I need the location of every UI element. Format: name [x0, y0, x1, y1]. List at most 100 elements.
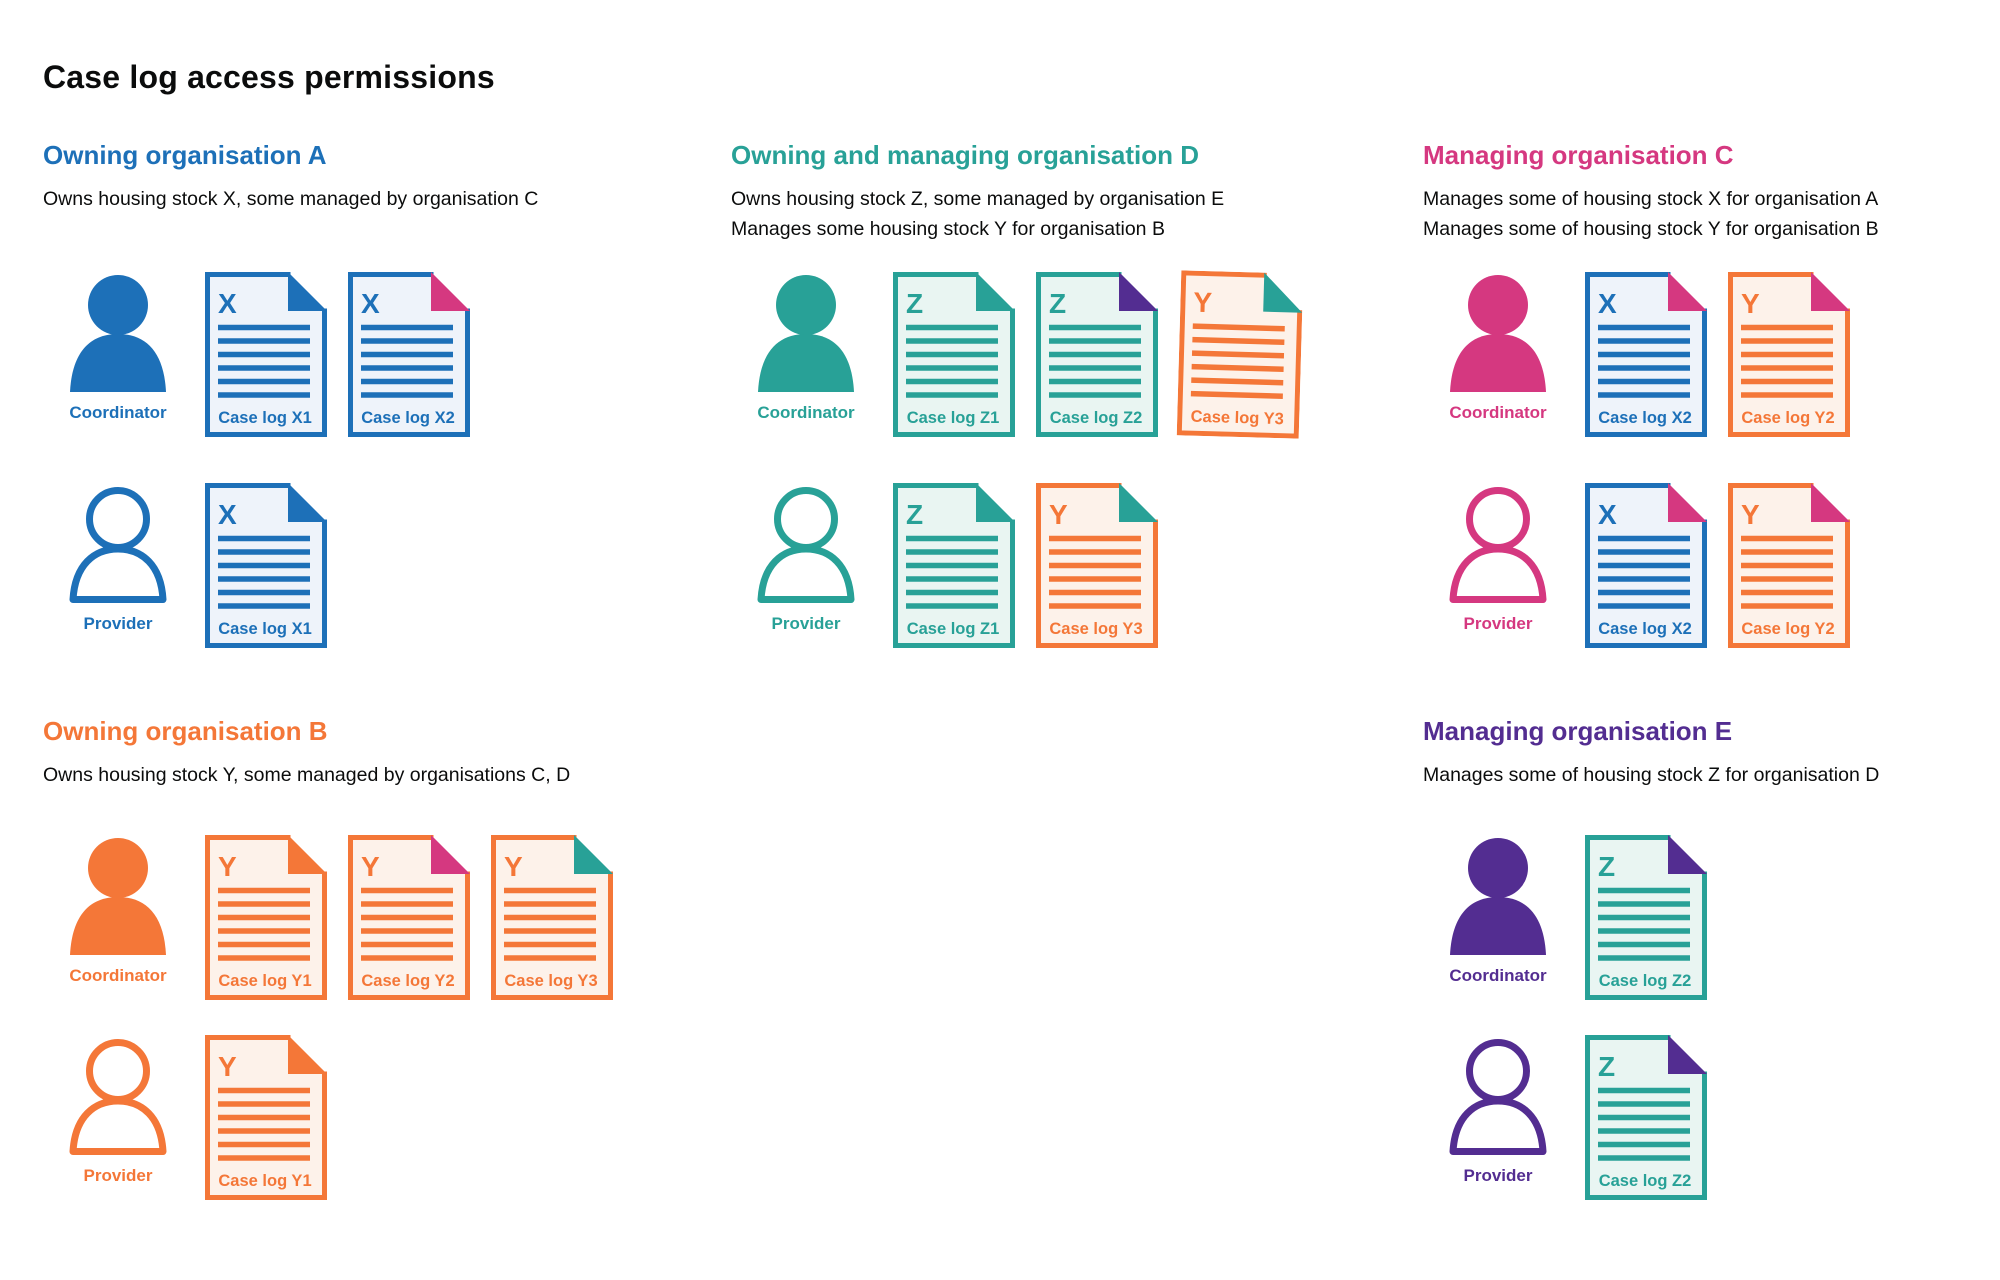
- case-log-label: Case log Y1: [218, 972, 311, 990]
- case-log-label: Case log X2: [361, 409, 455, 427]
- stock-letter: Z: [1598, 851, 1615, 882]
- person-head: [88, 838, 148, 898]
- coordinator-icon: [70, 275, 166, 392]
- person-coordinator: Coordinator: [43, 272, 193, 423]
- case-log-document: Z Case log Z2: [1585, 835, 1707, 1000]
- stock-letter: Z: [1598, 1051, 1615, 1082]
- page-title: Case log access permissions: [43, 59, 495, 96]
- stock-letter: X: [361, 288, 380, 319]
- document-list: X Case log X2 Y Case log Y2: [1585, 483, 1871, 648]
- stock-letter: Z: [906, 499, 923, 530]
- case-log-document: Y Case log Y2: [1728, 483, 1850, 648]
- section-description: Manages some of housing stock X for orga…: [1423, 184, 1879, 244]
- case-log-document-svg: Z Case log Z1: [893, 483, 1015, 648]
- provider-icon: [1449, 1039, 1547, 1155]
- role-label: Provider: [83, 614, 153, 633]
- person-body: [1449, 1097, 1547, 1155]
- folded-corner: [288, 1035, 327, 1074]
- stock-letter: X: [218, 288, 237, 319]
- person-body: [70, 897, 166, 955]
- case-log-document-svg: Y Case log Y3: [491, 835, 613, 1000]
- role-label: Coordinator: [69, 403, 167, 422]
- person-coordinator: Coordinator: [1423, 272, 1573, 423]
- provider-icon: [1449, 487, 1547, 603]
- document-text-line: [1190, 390, 1283, 399]
- permission-row-provider: Provider X Case log X2 Y Case log Y2: [1423, 483, 1871, 648]
- provider-icon: [69, 487, 167, 603]
- folded-corner: [1811, 483, 1850, 522]
- role-label: Coordinator: [69, 966, 167, 985]
- person-body: [1450, 897, 1546, 955]
- case-log-label: Case log Y2: [361, 972, 454, 990]
- document-text-line: [1191, 377, 1284, 386]
- case-log-document-svg: X Case log X2: [1585, 483, 1707, 648]
- document-list: Z Case log Z1 Y Case log Y3: [893, 483, 1179, 648]
- person-provider: Provider: [43, 1035, 193, 1186]
- person-body: [69, 545, 167, 603]
- folded-corner: [1263, 272, 1303, 313]
- folded-corner: [976, 272, 1015, 311]
- role-label: Coordinator: [1449, 966, 1547, 985]
- case-log-document-svg: Y Case log Y1: [205, 1035, 327, 1200]
- case-log-label: Case log Y3: [504, 972, 597, 990]
- document-list: X Case log X1 X Case log X2: [205, 272, 491, 437]
- person-provider: Provider: [1423, 483, 1573, 634]
- case-log-document-svg: X Case log X2: [1585, 272, 1707, 437]
- person-head: [86, 1039, 150, 1103]
- person-coordinator: Coordinator: [731, 272, 881, 423]
- stock-letter: Y: [1049, 499, 1068, 530]
- section-description-line: Manages some of housing stock Y for orga…: [1423, 218, 1879, 240]
- case-log-document: Y Case log Y3: [1176, 270, 1303, 439]
- section-heading: Managing organisation C: [1423, 140, 1734, 170]
- section-description: Owns housing stock X, some managed by or…: [43, 184, 538, 214]
- case-log-label: Case log Y2: [1741, 409, 1834, 427]
- person-body: [757, 545, 855, 603]
- person-head: [1468, 838, 1528, 898]
- person-provider: Provider: [1423, 1035, 1573, 1186]
- folded-corner: [1668, 272, 1707, 311]
- document-list: Y Case log Y1: [205, 1035, 348, 1200]
- case-log-document-svg: Z Case log Z2: [1036, 272, 1158, 437]
- case-log-document: Z Case log Z1: [893, 272, 1015, 437]
- document-text-line: [1192, 336, 1285, 345]
- folded-corner: [1668, 1035, 1707, 1074]
- section-org-e: Managing organisation E Manages some of h…: [1423, 716, 1879, 1200]
- folded-corner: [288, 272, 327, 311]
- permission-row-coordinator: Coordinator Z Case log Z2: [1423, 835, 1728, 1000]
- section-org-c: Managing organisation C Manages some of h…: [1423, 140, 1879, 648]
- section-description-line: Manages some housing stock Y for organis…: [731, 218, 1165, 240]
- case-log-label: Case log Z2: [1599, 1172, 1692, 1190]
- case-log-document: Y Case log Y1: [205, 1035, 327, 1200]
- coordinator-icon: [758, 275, 854, 392]
- permission-row-coordinator: Coordinator X Case log X2 Y Case log Y2: [1423, 272, 1871, 437]
- folded-corner: [288, 835, 327, 874]
- case-log-document-svg: Z Case log Z1: [893, 272, 1015, 437]
- stock-letter: X: [218, 499, 237, 530]
- section-heading: Owning organisation B: [43, 716, 328, 746]
- coordinator-icon: [1450, 275, 1546, 392]
- coordinator-icon: [70, 838, 166, 955]
- folded-corner: [1668, 835, 1707, 874]
- case-log-label: Case log Y3: [1049, 620, 1142, 638]
- case-log-document-svg: Z Case log Z2: [1585, 1035, 1707, 1200]
- case-log-document: X Case log X2: [1585, 483, 1707, 648]
- person-coordinator: Coordinator: [43, 835, 193, 986]
- case-log-label: Case log X1: [218, 409, 312, 427]
- stock-letter: Z: [906, 288, 923, 319]
- permission-row-provider: Provider Z Case log Z1 Y Case log Y3: [731, 483, 1179, 648]
- permission-row-coordinator: Coordinator X Case log X1 X Case log X2: [43, 272, 491, 437]
- case-log-label: Case log X2: [1598, 620, 1692, 638]
- stock-letter: Y: [504, 851, 523, 882]
- document-text-line: [1191, 350, 1285, 359]
- stock-letter: Y: [361, 851, 380, 882]
- case-log-label: Case log Z2: [1050, 409, 1143, 427]
- case-log-document-svg: Y Case log Y1: [205, 835, 327, 1000]
- section-heading: Owning organisation A: [43, 140, 327, 170]
- document-text-line: [1191, 363, 1284, 372]
- person-head: [1466, 1039, 1530, 1103]
- person-provider: Provider: [43, 483, 193, 634]
- case-log-label: Case log Y2: [1741, 620, 1834, 638]
- case-log-document: Y Case log Y2: [348, 835, 470, 1000]
- role-label: Provider: [771, 614, 841, 633]
- case-log-document-svg: X Case log X1: [205, 483, 327, 648]
